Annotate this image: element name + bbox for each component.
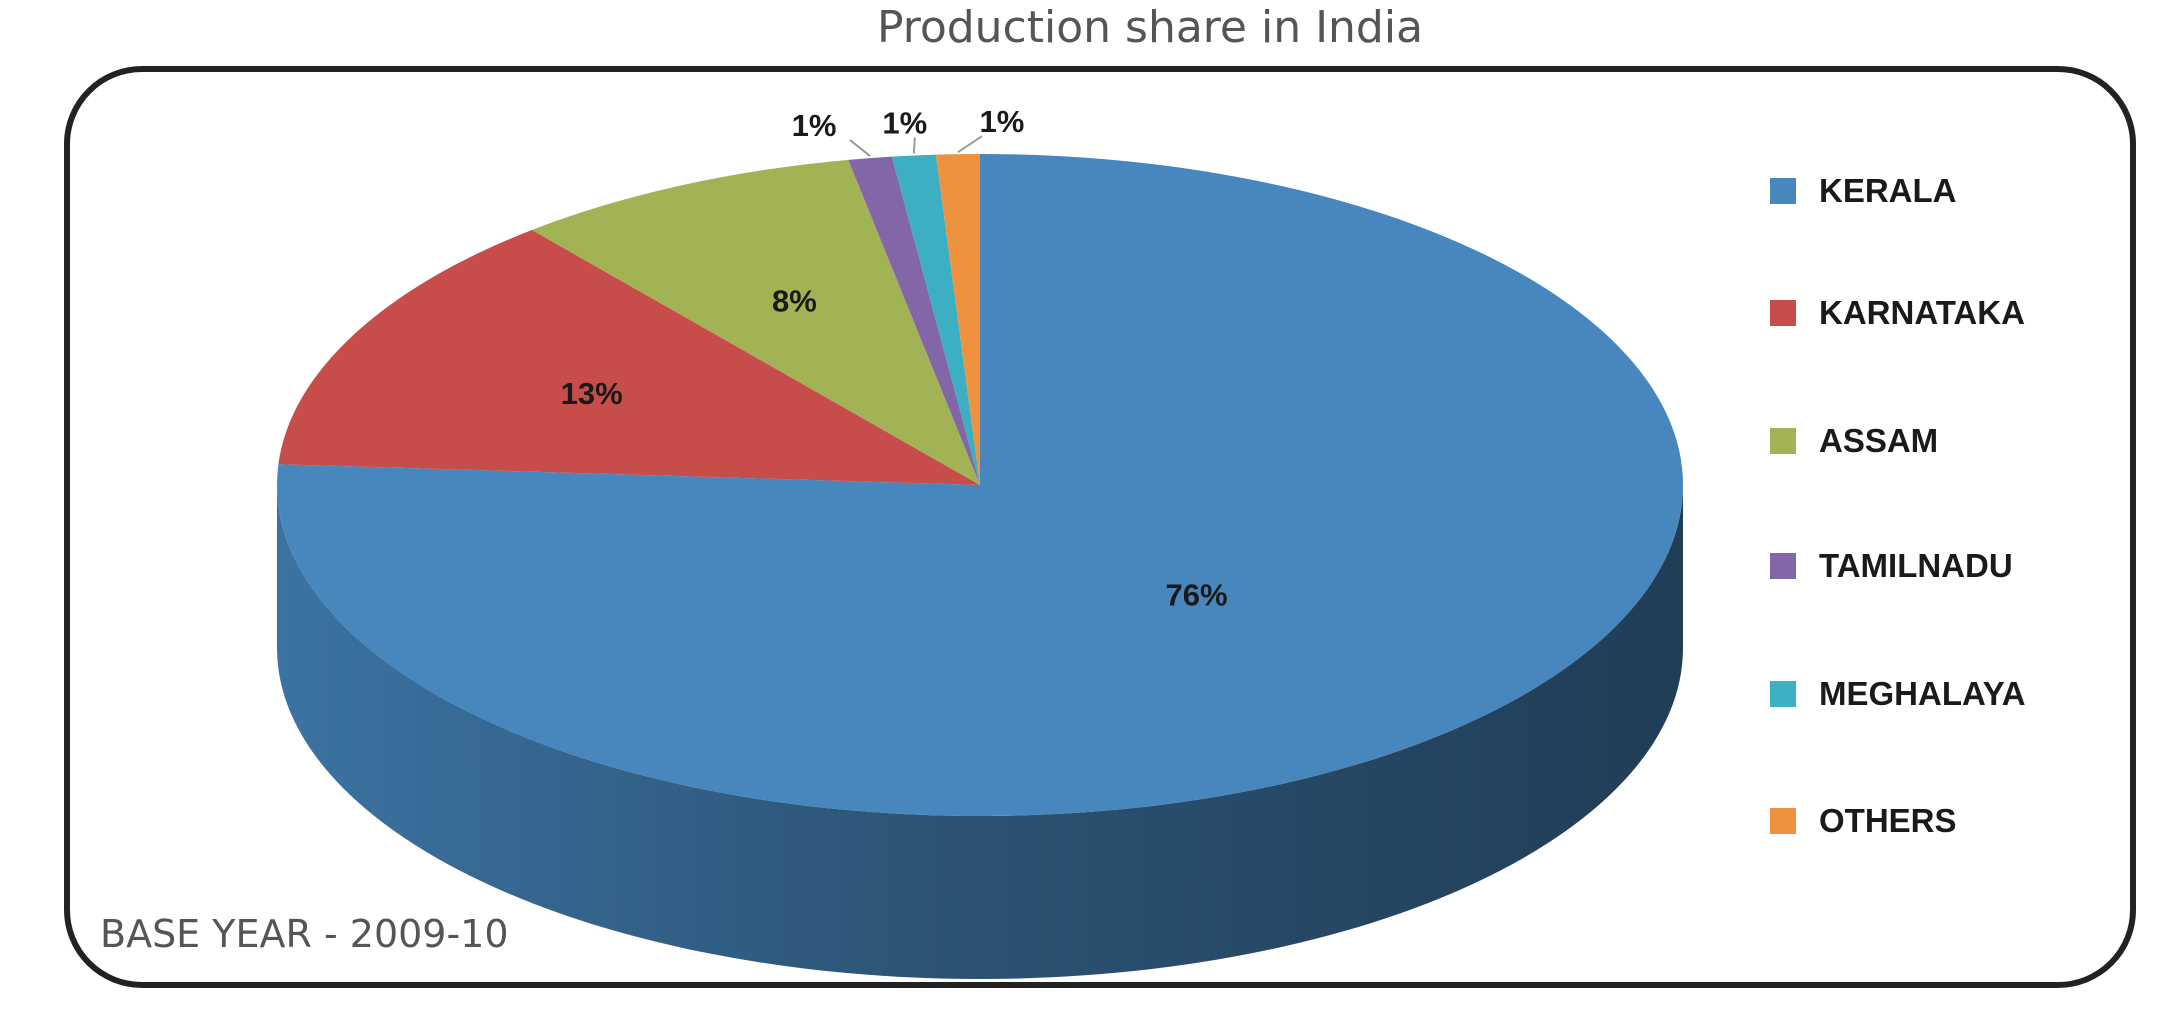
pie-slice-others	[935, 154, 980, 485]
legend-swatch-kerala	[1770, 178, 1796, 204]
legend-swatch-assam	[1770, 428, 1796, 454]
leader-line-meghalaya	[912, 137, 916, 154]
base-year-note: BASE YEAR - 2009-10	[100, 912, 509, 956]
legend-item-karnataka: KARNATAKA	[1770, 293, 2025, 333]
legend-label-tamilnadu: TAMILNADU	[1819, 547, 2013, 584]
data-label-kerala: 76%	[1166, 578, 1228, 613]
leader-line-others	[957, 135, 983, 153]
pie-slice-assam	[531, 159, 980, 485]
legend-item-assam: ASSAM	[1770, 421, 1938, 461]
leader-line-tamilnadu	[849, 139, 871, 157]
legend-item-meghalaya: MEGHALAYA	[1770, 674, 2026, 714]
chart-frame	[64, 66, 2136, 988]
legend-label-others: OTHERS	[1819, 802, 1957, 839]
legend-label-assam: ASSAM	[1819, 422, 1939, 459]
data-label-tamilnadu: 1%	[792, 108, 837, 143]
pie-side-kerala	[277, 485, 1683, 979]
legend-swatch-others	[1770, 808, 1796, 834]
data-label-others: 1%	[980, 104, 1025, 139]
legend-label-karnataka: KARNATAKA	[1819, 294, 2025, 331]
pie-slice-tamilnadu	[848, 156, 980, 485]
legend-swatch-tamilnadu	[1770, 553, 1796, 579]
legend-swatch-karnataka	[1770, 300, 1796, 326]
legend-item-tamilnadu: TAMILNADU	[1770, 546, 2013, 586]
legend-label-kerala: KERALA	[1819, 172, 1957, 209]
pie-slice-karnataka	[278, 229, 980, 485]
data-label-karnataka: 13%	[561, 376, 623, 411]
chart-title: Production share in India	[876, 2, 1424, 53]
data-label-assam: 8%	[772, 283, 817, 318]
legend-label-meghalaya: MEGHALAYA	[1819, 675, 2026, 712]
legend-swatch-meghalaya	[1770, 681, 1796, 707]
pie-slice-meghalaya	[891, 154, 980, 486]
legend-item-others: OTHERS	[1770, 801, 1957, 841]
data-label-meghalaya: 1%	[882, 105, 927, 140]
legend-item-kerala: KERALA	[1770, 171, 1957, 211]
